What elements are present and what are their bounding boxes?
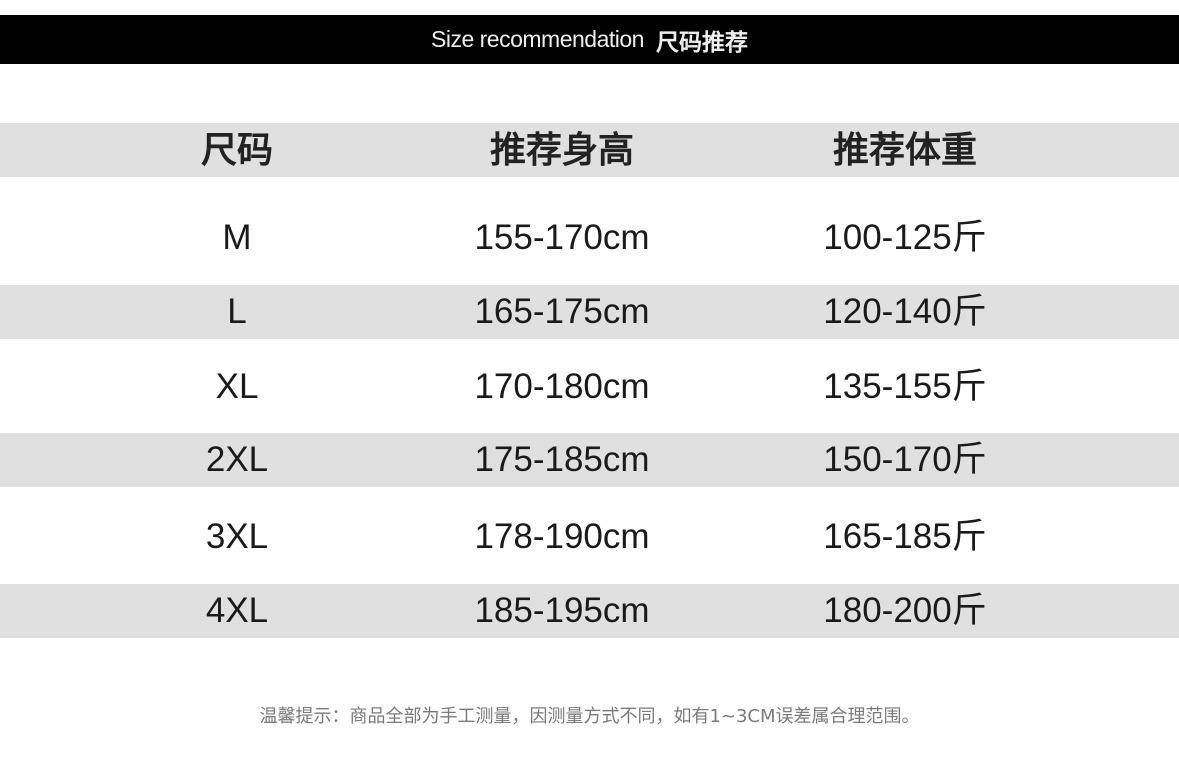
height-cell: 175-185cm	[474, 440, 650, 479]
table-row: 3XL 178-190cm 165-185斤	[0, 510, 1179, 564]
height-cell: 165-175cm	[474, 292, 650, 331]
height-cell: 178-190cm	[474, 517, 650, 556]
height-cell: 185-195cm	[474, 591, 650, 630]
height-cell: 170-180cm	[474, 367, 650, 406]
title-en: Size recommendation	[431, 26, 644, 52]
table-header: 尺码 推荐身高 推荐体重	[0, 123, 1179, 177]
measurement-note: 温馨提示：商品全部为手工测量，因测量方式不同，如有1~3CM误差属合理范围。	[259, 706, 920, 727]
weight-cell: 100-125斤	[823, 218, 987, 257]
size-cell: XL	[215, 367, 259, 406]
height-cell: 155-170cm	[474, 218, 650, 257]
weight-cell: 180-200斤	[823, 591, 987, 630]
weight-cell: 150-170斤	[823, 440, 987, 479]
weight-cell: 135-155斤	[823, 367, 987, 406]
size-cell: 4XL	[205, 591, 269, 630]
title-banner: Size recommendation 尺码推荐	[0, 15, 1179, 64]
weight-cell: 165-185斤	[823, 517, 987, 556]
weight-cell: 120-140斤	[823, 292, 987, 331]
size-cell: L	[227, 292, 247, 331]
size-cell: M	[222, 218, 252, 257]
header-height: 推荐身高	[489, 129, 635, 170]
table-row: XL 170-180cm 135-155斤	[0, 360, 1179, 414]
table-row: M 155-170cm 100-125斤	[0, 211, 1179, 265]
header-size: 尺码	[200, 129, 274, 170]
table-row: L 165-175cm 120-140斤	[0, 285, 1179, 339]
title-cn: 尺码推荐	[655, 29, 748, 56]
table-row: 4XL 185-195cm 180-200斤	[0, 584, 1179, 638]
table-row: 2XL 175-185cm 150-170斤	[0, 433, 1179, 487]
header-weight: 推荐体重	[832, 129, 978, 170]
size-cell: 3XL	[205, 517, 269, 556]
size-cell: 2XL	[205, 440, 269, 479]
